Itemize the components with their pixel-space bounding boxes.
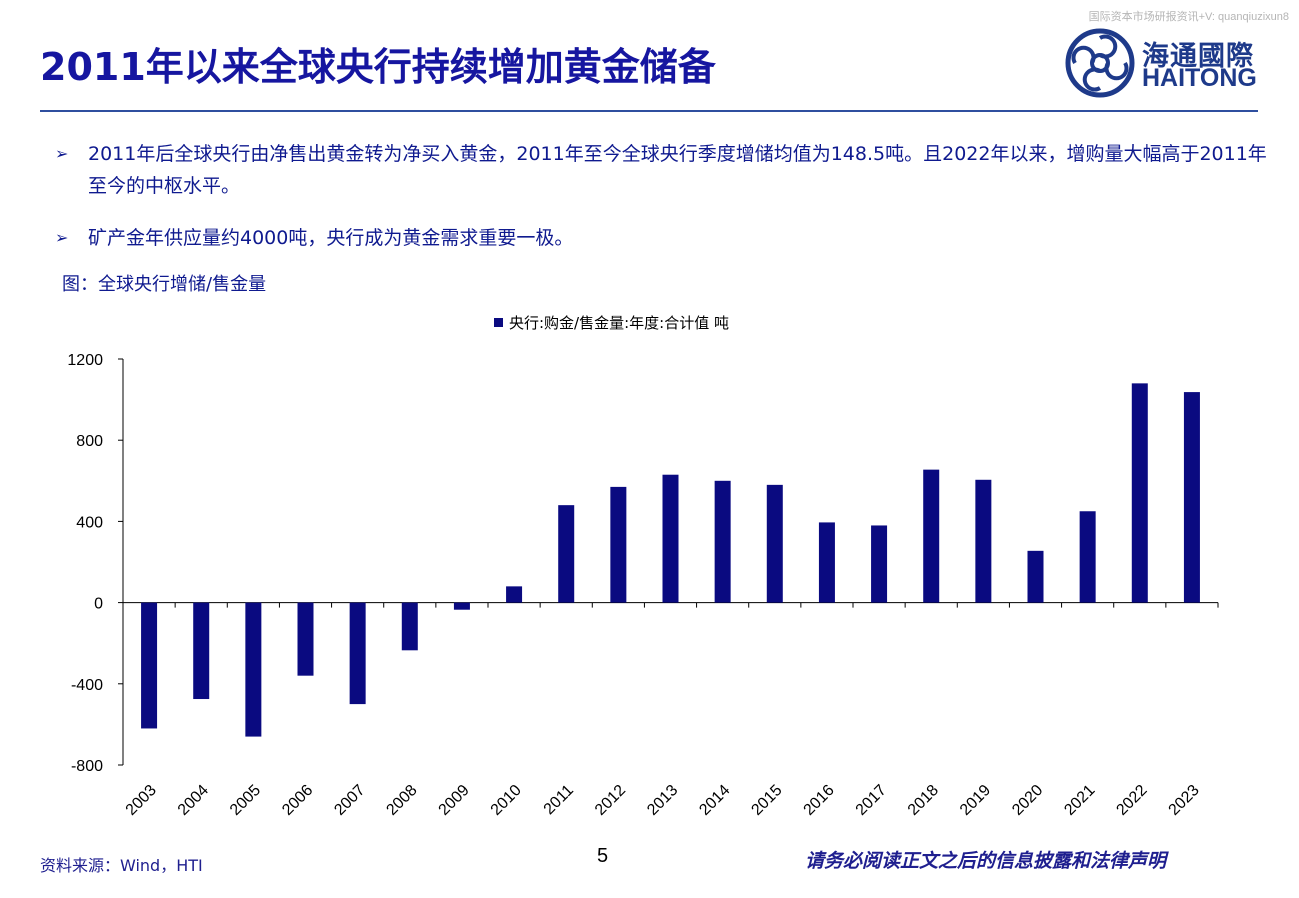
watermark: 国际资本市场研报资讯+V: quanqiuzixun8 <box>1088 11 1289 23</box>
logo-text-en: HAITONG <box>1142 64 1257 92</box>
bar-2021 <box>1079 511 1096 603</box>
y-tick-label: 400 <box>76 514 103 531</box>
bar-2017 <box>871 525 888 603</box>
x-tick-label: 2005 <box>227 782 264 819</box>
x-tick-label: 2004 <box>175 782 212 819</box>
figure-caption: 图：全球央行增储/售金量 <box>62 274 267 295</box>
x-tick-label: 2003 <box>123 782 160 819</box>
bullet-text: 矿产金年供应量约4000吨，央行成为黄金需求重要一极。 <box>88 227 574 249</box>
x-tick-label: 2019 <box>957 782 994 819</box>
x-tick-label: 2010 <box>488 782 525 819</box>
logo-text-cn: 海通國際 <box>1142 41 1254 72</box>
y-tick-label: 800 <box>76 433 103 450</box>
arrow-bullet-icon: ➢ <box>55 144 69 163</box>
x-tick-label: 2015 <box>748 782 785 819</box>
bar-2011 <box>558 505 575 603</box>
y-tick-label: 1200 <box>67 352 103 369</box>
x-tick-label: 2016 <box>801 782 838 819</box>
bar-2022 <box>1131 383 1148 603</box>
page-number: 5 <box>597 845 609 867</box>
bar-2009 <box>453 602 470 610</box>
legend-label: 央行:购金/售金量:年度:合计值 吨 <box>509 314 729 332</box>
title-divider <box>40 110 1258 112</box>
bar-2013 <box>662 474 679 603</box>
bar-2019 <box>975 479 992 603</box>
haitong-logo: 海通國際 HAITONG <box>1065 28 1265 98</box>
x-tick-label: 2011 <box>541 782 577 818</box>
bar-2003 <box>141 602 158 729</box>
bar-2023 <box>1183 392 1200 603</box>
page-title: 2011年以来全球央行持续增加黄金储备 <box>40 45 716 89</box>
bullet-text: 2011年后全球央行由净售出黄金转为净买入黄金，2011年至今全球央行季度增储均… <box>88 143 1267 197</box>
bar-2005 <box>245 602 262 737</box>
bar-2010 <box>506 586 523 603</box>
x-tick-label: 2009 <box>436 782 473 819</box>
bar-2015 <box>766 484 783 603</box>
x-tick-label: 2012 <box>592 782 629 819</box>
x-tick-label: 2022 <box>1113 782 1150 819</box>
x-tick-label: 2017 <box>853 782 890 819</box>
bar-2018 <box>923 469 940 603</box>
y-tick-label: -800 <box>71 758 103 775</box>
x-tick-label: 2021 <box>1061 782 1098 819</box>
x-tick-label: 2020 <box>1009 782 1046 819</box>
arrow-bullet-icon: ➢ <box>55 228 69 247</box>
bar-2007 <box>349 602 366 705</box>
bar-2008 <box>401 602 418 651</box>
disclaimer-link[interactable]: 请务必阅读正文之后的信息披露和法律声明 <box>805 850 1167 872</box>
x-tick-label: 2023 <box>1166 782 1203 819</box>
bar-2004 <box>193 602 210 700</box>
x-tick-label: 2008 <box>383 782 420 819</box>
x-tick-label: 2007 <box>331 782 368 819</box>
x-tick-label: 2013 <box>644 782 681 819</box>
bar-2012 <box>610 486 627 603</box>
x-tick-label: 2006 <box>279 782 316 819</box>
x-tick-label: 2018 <box>905 782 942 819</box>
bar-2006 <box>297 602 314 676</box>
source-note: 资料来源：Wind，HTI <box>40 856 203 875</box>
bar-2016 <box>818 522 835 603</box>
bar-2014 <box>714 480 731 603</box>
legend-swatch <box>494 318 503 327</box>
y-tick-label: 0 <box>94 596 103 613</box>
y-tick-label: -400 <box>71 677 103 694</box>
haitong-logo-icon <box>1065 28 1135 98</box>
bar-chart: 央行:购金/售金量:年度:合计值 吨 1200 800 400 0 -400 -800 200… <box>67 314 1219 819</box>
x-tick-label: 2014 <box>696 782 733 819</box>
bar-2020 <box>1027 550 1044 603</box>
